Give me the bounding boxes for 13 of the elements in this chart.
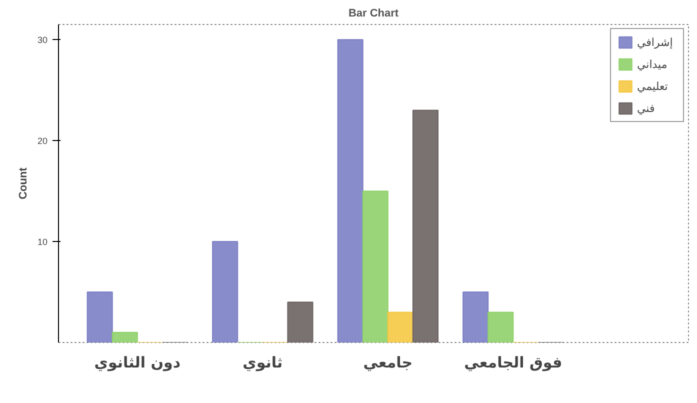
legend-label: ميداني — [637, 58, 668, 70]
y-tick-label: 20 — [37, 136, 48, 146]
legend-label: تعليمي — [637, 80, 669, 92]
y-axis-title: Count — [17, 167, 30, 200]
x-tick-label: جامعي — [363, 354, 413, 372]
x-tick-label: فوق الجامعي — [464, 354, 562, 372]
legend-label: فني — [637, 102, 656, 114]
chart-title: Bar Chart — [348, 8, 399, 20]
x-tick-label: دون الثانوي — [94, 354, 181, 372]
legend-label: إشرافي — [637, 36, 674, 48]
y-tick-label: 10 — [37, 237, 48, 248]
x-tick-label: ثانوي — [242, 354, 283, 372]
y-tick-label: 30 — [37, 35, 48, 46]
